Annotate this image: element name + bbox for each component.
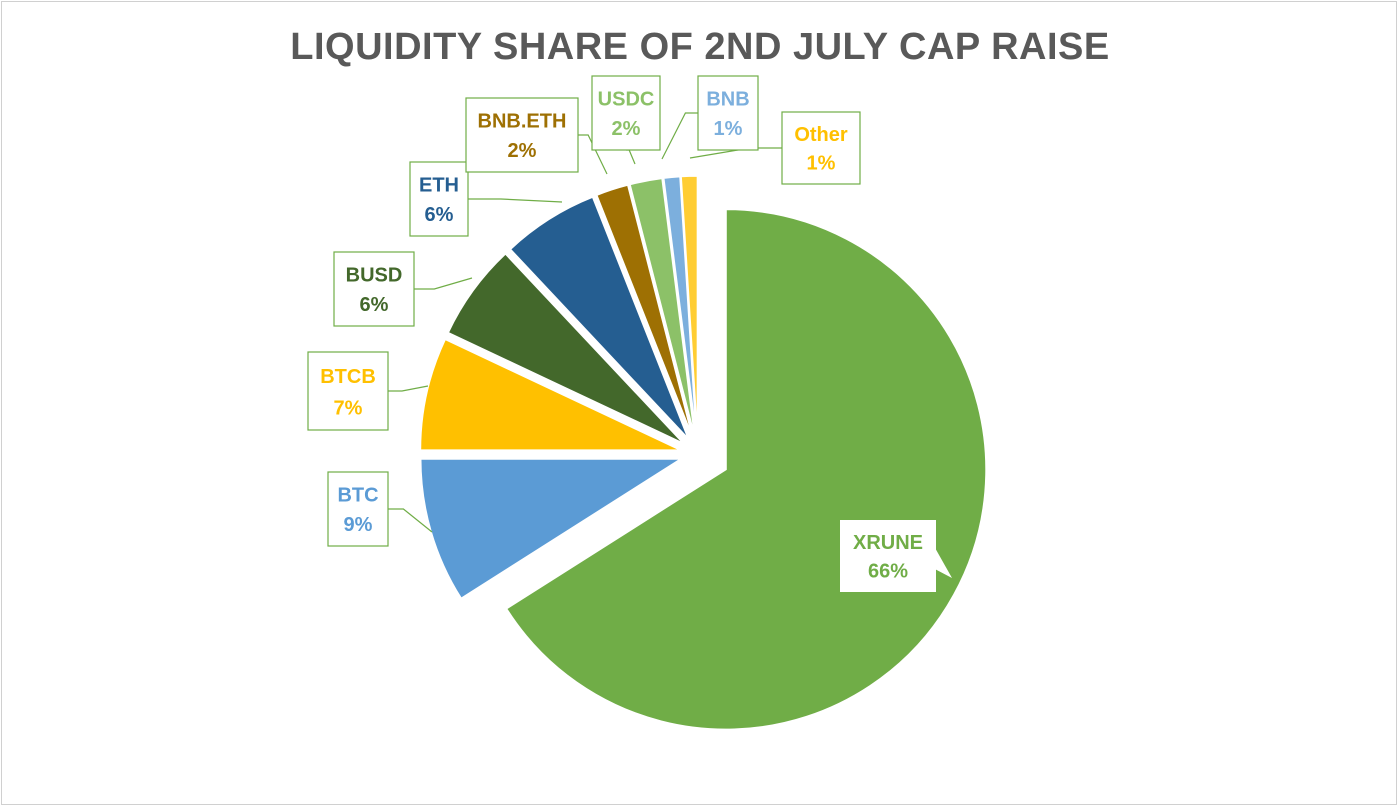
pie-slice-usdc [629,177,696,437]
leader-line-btcb [388,385,429,392]
label-box-btc [327,471,389,547]
slice-value-label: 7% [334,397,363,419]
pie-slice-xrune [505,208,987,731]
leader-lines [388,112,782,533]
leader-line-usdc [626,149,636,165]
pie-slice-btcb [419,338,681,451]
pie-slice-other [680,175,699,437]
label-box-eth [409,161,469,237]
slice-category-label: BNB.ETH [478,111,567,133]
leader-line-bnb-eth [578,134,608,175]
label-box-xrune [840,520,936,592]
slice-labels: XRUNE 66% BTC 9% BTCB 7% BUSD 6% ETH 6% BNB.ETH 2% U… [307,75,952,592]
slice-category-label: Other [794,124,848,146]
pie-slice-bnb [662,175,698,437]
slice-category-label: BUSD [346,265,403,287]
leader-line-bnb [661,112,698,160]
slice-category-label: ETH [419,175,459,197]
label-box-usdc [591,75,661,151]
label-box-bnb [697,75,759,151]
slice-category-label: BTC [337,485,378,507]
slice-category-label: BTCB [320,366,376,388]
slice-category-label: BNB [706,89,749,111]
chart-title: LIQUIDITY SHARE OF 2ND JULY CAP RAISE [290,26,1110,68]
label-box-bnb-eth [465,97,579,173]
slice-value-label: 9% [344,514,373,536]
label-box-busd [333,251,415,327]
pie-slice-busd [447,252,684,445]
label-box-other [781,111,861,185]
slice-category-label: USDC [598,89,655,111]
callout-pointer [936,549,952,578]
leader-line-eth [468,198,563,203]
pie-slices [419,175,987,731]
pie-slice-eth [509,196,690,440]
label-box-btcb [307,351,389,431]
leader-line-btc [388,508,433,533]
pie-slice-bnb-eth [595,184,694,438]
slice-value-label: 66% [868,561,908,583]
leader-line-busd [414,277,473,290]
slice-category-label: XRUNE [853,532,923,554]
slice-value-label: 1% [807,153,836,175]
slice-value-label: 1% [714,118,743,140]
slice-value-label: 2% [612,118,641,140]
slice-value-label: 6% [360,294,389,316]
slice-value-label: 6% [425,204,454,226]
slice-value-label: 2% [508,140,537,162]
